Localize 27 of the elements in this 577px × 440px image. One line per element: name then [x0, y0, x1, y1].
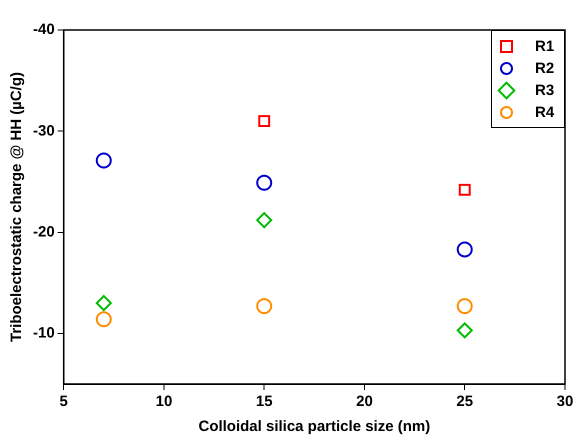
y-tick-label: -10	[32, 324, 55, 342]
x-axis-title: Colloidal silica particle size (nm)	[198, 418, 430, 436]
point	[456, 298, 473, 314]
point	[96, 311, 112, 328]
x-tick-label: 20	[356, 393, 373, 410]
point	[456, 241, 473, 258]
point	[258, 115, 270, 127]
point	[96, 295, 112, 312]
x-tick-label: 5	[60, 393, 68, 410]
point	[96, 152, 112, 168]
x-tick-label: 25	[456, 393, 474, 410]
legend-label: R3	[534, 80, 554, 100]
x-tick-label: 10	[156, 393, 172, 410]
y-tick-label: -30	[32, 122, 55, 140]
point	[456, 322, 473, 338]
legend-label: R1	[534, 36, 554, 56]
point	[256, 174, 272, 191]
x-tick-label: 15	[256, 393, 273, 410]
point	[256, 212, 272, 228]
point	[458, 184, 471, 196]
x-tick-label: 30	[556, 393, 574, 410]
y-axis-title: Triboelectrostatic charge @ HH (µC/g)	[8, 72, 26, 342]
legend-label: R2	[534, 58, 554, 78]
legend-label: R4	[534, 102, 554, 122]
y-tick-label: -40	[32, 21, 55, 38]
point	[256, 298, 272, 314]
y-tick-label: -20	[32, 223, 55, 240]
